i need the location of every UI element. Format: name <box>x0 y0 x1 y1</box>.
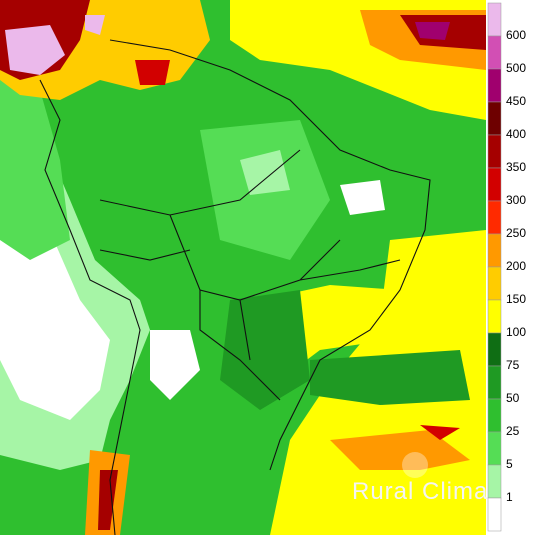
legend-swatch <box>487 101 502 136</box>
andes-dry <box>150 330 200 400</box>
legend-label: 300 <box>506 193 526 207</box>
east-coast <box>109 39 431 471</box>
legend-swatch <box>487 134 502 169</box>
legend-label: 1 <box>506 490 513 504</box>
watermark: Rural Clima <box>352 478 488 505</box>
caribbean-max2 <box>85 15 105 35</box>
legend-label: 450 <box>506 94 526 108</box>
coast-green <box>0 70 70 260</box>
legend-label: 5 <box>506 457 513 471</box>
patagonia-heavy <box>98 470 118 530</box>
legend-label: 350 <box>506 160 526 174</box>
legend-label: 400 <box>506 127 526 141</box>
legend-label: 500 <box>506 61 526 75</box>
legend-swatch <box>487 266 502 301</box>
south-dark <box>220 290 310 410</box>
atlantic-band <box>310 350 470 405</box>
legend-swatch <box>487 332 502 367</box>
legend-label: 150 <box>506 292 526 306</box>
legend-swatch <box>487 233 502 268</box>
legend-swatch <box>487 35 502 70</box>
legend-swatch <box>487 365 502 400</box>
legend-swatch <box>487 68 502 103</box>
legend-label: 600 <box>506 28 526 42</box>
legend-label: 75 <box>506 358 520 372</box>
venezuela-heavy <box>135 60 170 85</box>
northeast-dry <box>340 180 385 215</box>
watermark-logo <box>402 452 428 478</box>
legend-swatch <box>487 200 502 235</box>
legend-label: 25 <box>506 424 520 438</box>
legend-label: 250 <box>506 226 526 240</box>
atlantic-red-s <box>420 425 460 440</box>
legend-swatch <box>487 398 502 433</box>
legend-swatch <box>487 497 502 532</box>
legend-swatch <box>487 464 502 499</box>
legend-swatch <box>487 2 502 37</box>
legend-swatch <box>487 299 502 334</box>
legend: 600 500 450 400 350 300 250 200 150 100 75 50 25 5 1 <box>487 2 526 532</box>
legend-label: 200 <box>506 259 526 273</box>
legend-label: 100 <box>506 325 526 339</box>
legend-swatch <box>487 431 502 466</box>
atlantic-orange-s <box>330 430 470 470</box>
atlantic-max <box>415 22 450 40</box>
central-pale <box>240 150 290 195</box>
internal-borders <box>99 149 401 401</box>
legend-label: 50 <box>506 391 520 405</box>
legend-swatch <box>487 167 502 202</box>
caribbean-max <box>5 25 65 75</box>
west-coast <box>39 79 141 535</box>
